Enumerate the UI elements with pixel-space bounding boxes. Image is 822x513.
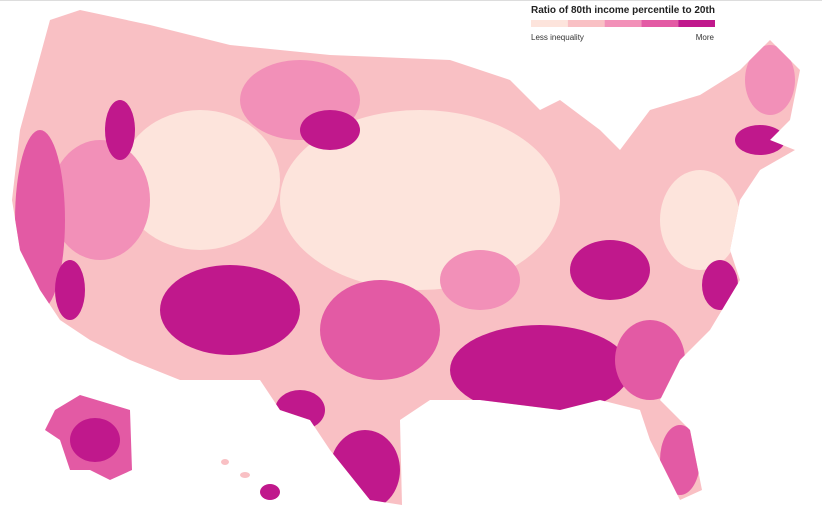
hawaii — [260, 484, 280, 500]
legend-swatch — [567, 20, 605, 27]
legend-swatch — [604, 20, 642, 27]
legend-swatch — [531, 20, 568, 27]
legend-low-label: Less inequality — [531, 33, 584, 42]
legend-title: Ratio of 80th income percentile to 20th — [531, 5, 715, 16]
legend-high-label: More — [696, 33, 715, 42]
legend-swatch — [678, 20, 715, 27]
alaska-region — [70, 418, 120, 462]
legend-swatch — [641, 20, 679, 27]
hawaii-island — [240, 472, 250, 478]
hawaii-island — [221, 459, 229, 465]
